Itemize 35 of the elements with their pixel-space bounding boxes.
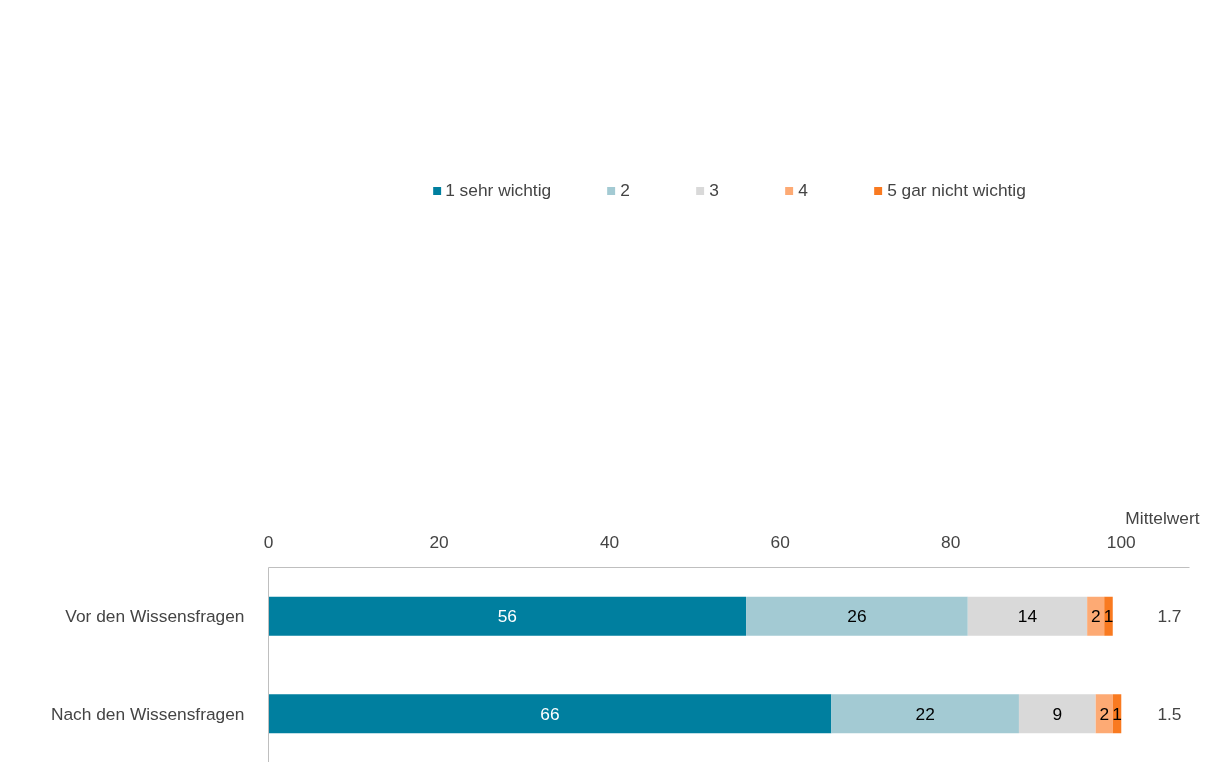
data-label: 26 (847, 606, 867, 627)
legend-label: 4 (798, 179, 809, 201)
legend-label: 3 (709, 179, 720, 201)
bar (1087, 596, 1105, 636)
x-tick-label: 80 (941, 531, 961, 552)
x-tick-label: 0 (263, 531, 274, 552)
y-tick-label: Nach den Wissensfragen (50, 703, 245, 724)
data-label: 2 (1090, 606, 1101, 627)
bar (1018, 694, 1096, 734)
bar (268, 694, 832, 734)
y-tick-label: Vor den Wissensfragen (65, 606, 245, 627)
text: Mittelwert (1125, 507, 1200, 528)
data-label: 56 (497, 606, 517, 627)
data-label: 14 (1017, 606, 1038, 627)
data-label: 66 (540, 703, 560, 724)
bar (268, 596, 747, 636)
bar (831, 694, 1019, 734)
annotation: 1.5 (1157, 703, 1182, 724)
bar (746, 596, 968, 636)
x-tick-label: 20 (429, 531, 449, 552)
x-tick-label: 60 (770, 531, 790, 552)
bar (967, 596, 1088, 636)
legend-label: 1 sehr wichtig (445, 179, 552, 201)
x-tick-label: 40 (599, 531, 620, 552)
annotation: 1.7 (1157, 606, 1182, 627)
data-label: 22 (915, 703, 935, 724)
legend-label: 2 (620, 179, 631, 201)
x-tick-label: 100 (1106, 531, 1136, 552)
legend-label: 5 gar nicht wichtig (887, 179, 1026, 201)
data-label: 1 (1103, 606, 1114, 627)
data-label: 1 (1112, 703, 1122, 724)
bar (1104, 596, 1113, 636)
data-label: 2 (1099, 703, 1110, 724)
data-label: 9 (1052, 703, 1063, 724)
bar (1095, 694, 1113, 734)
